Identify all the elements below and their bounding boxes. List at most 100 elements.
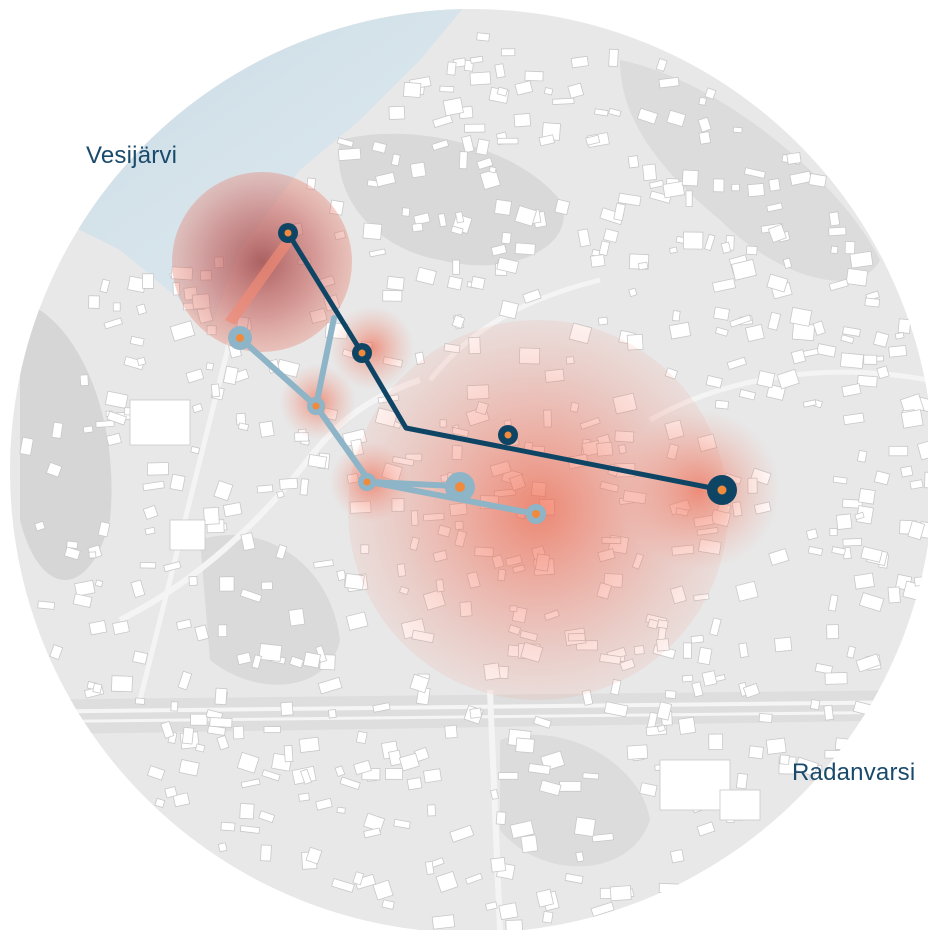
building [485,901,498,911]
building [698,131,712,145]
building [844,241,856,255]
building [136,356,147,366]
dark-route[interactable] [278,223,737,505]
building [849,250,874,269]
building [853,572,875,590]
building [217,624,228,638]
building [613,202,626,222]
building [372,702,391,713]
building [258,643,283,662]
building [627,155,640,169]
building [924,471,928,489]
building [129,335,145,347]
building [37,600,56,610]
building [720,241,732,254]
building [19,436,34,456]
building [913,576,924,587]
building [276,490,285,499]
building [696,821,716,837]
terrain-shade [200,534,340,685]
building [496,137,519,145]
building [490,243,508,257]
harbour-pier [225,230,298,325]
building [446,275,463,291]
building [381,899,395,910]
building [609,885,632,902]
building [735,772,748,790]
building [494,198,513,216]
building [708,733,724,751]
building [839,352,864,369]
building [747,182,765,198]
building [705,375,723,389]
building [656,724,666,733]
building [313,559,334,569]
building [501,231,512,245]
building [513,112,532,128]
railway-line [10,710,928,724]
building [261,769,281,782]
dark-stop-1-dot [284,229,292,237]
building [214,687,228,706]
building [767,311,782,331]
building [856,374,878,388]
building [591,832,614,843]
building [488,166,497,174]
building [497,772,519,780]
building-large [659,759,731,811]
building [49,644,64,660]
building [637,261,649,271]
building [239,825,261,834]
building [527,763,551,775]
building [681,674,694,683]
light-stop-4-dot [455,482,465,492]
building [154,797,166,808]
building [362,222,383,240]
building [175,618,193,631]
building [289,655,305,669]
building [458,151,468,170]
terrain-shade [20,300,112,580]
building [496,86,509,97]
building [726,356,747,371]
building [279,477,299,490]
building [302,651,322,669]
building [677,716,697,735]
building [469,71,492,86]
building [845,267,869,287]
building [92,682,103,694]
building [461,134,475,154]
building [794,756,819,777]
building [860,546,883,563]
building [164,786,178,799]
building [217,842,228,853]
building [685,190,693,207]
light-stop-1-dot [236,334,244,342]
building [123,356,145,371]
district-label: Radanvarsi [792,759,916,786]
building [450,225,464,236]
building-large [169,519,206,551]
building [559,781,582,792]
building [401,207,411,217]
building [99,278,111,294]
building [88,295,100,309]
building [403,81,422,98]
building [142,504,159,520]
building [832,475,848,485]
building [668,321,692,340]
building [774,636,793,653]
light-route[interactable] [228,315,546,524]
dark-stop-4-dot [717,485,727,495]
building [858,488,876,505]
building [608,48,619,68]
building [873,470,891,486]
building-large [719,789,761,821]
building [213,480,234,502]
building [334,765,346,777]
building [533,715,552,729]
building [808,173,827,188]
building [444,724,458,739]
